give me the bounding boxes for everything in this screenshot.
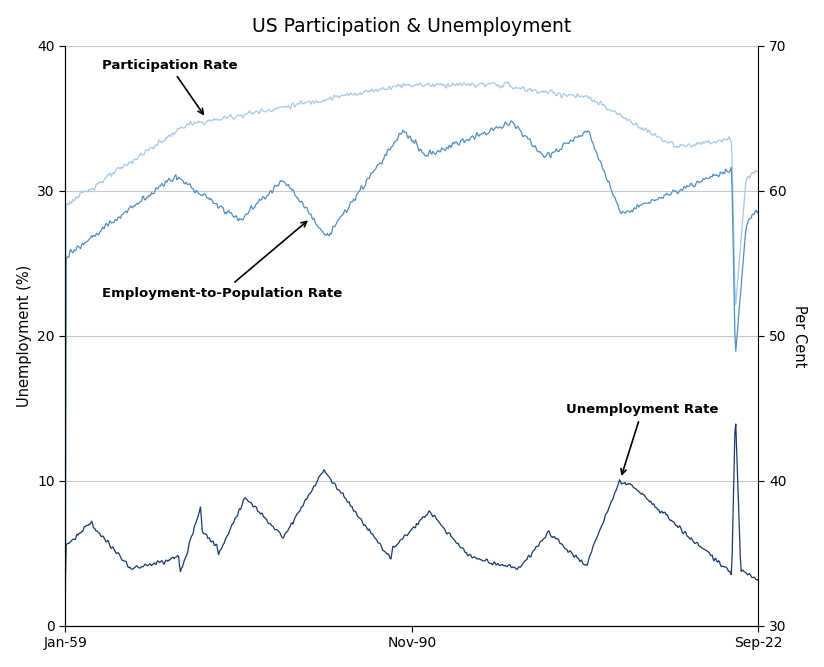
Y-axis label: Per Cent: Per Cent <box>793 305 808 367</box>
Text: Unemployment Rate: Unemployment Rate <box>566 404 719 474</box>
Text: Employment-to-Population Rate: Employment-to-Population Rate <box>101 221 342 299</box>
Title: US Participation & Unemployment: US Participation & Unemployment <box>252 17 572 35</box>
Text: Participation Rate: Participation Rate <box>101 59 237 114</box>
Y-axis label: Unemployment (%): Unemployment (%) <box>16 265 31 407</box>
